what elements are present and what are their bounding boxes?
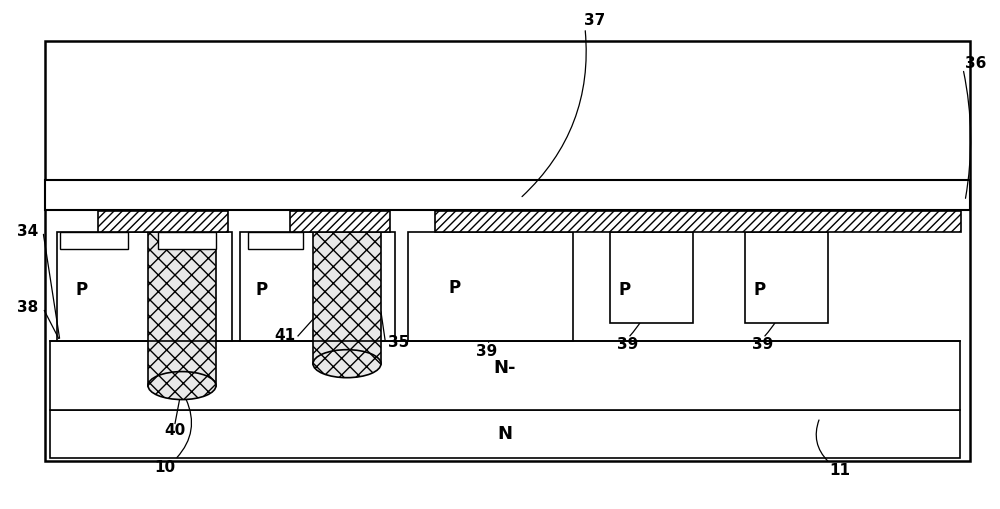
- Bar: [158, 232, 216, 249]
- Ellipse shape: [148, 372, 216, 400]
- Bar: [240, 232, 395, 341]
- Bar: [290, 211, 390, 232]
- Text: 39: 39: [617, 337, 639, 352]
- Text: 39: 39: [476, 344, 498, 359]
- Bar: [610, 232, 693, 323]
- Text: P: P: [754, 281, 766, 299]
- Bar: [435, 211, 961, 232]
- Bar: [60, 232, 128, 249]
- FancyArrowPatch shape: [964, 71, 971, 199]
- Bar: [50, 410, 960, 458]
- Bar: [57, 232, 232, 341]
- Text: 36: 36: [965, 56, 986, 71]
- Text: 34: 34: [17, 224, 38, 239]
- FancyArrowPatch shape: [489, 311, 499, 342]
- Text: P: P: [256, 281, 268, 299]
- Bar: [248, 232, 303, 249]
- Text: 40: 40: [164, 422, 186, 438]
- FancyArrowPatch shape: [630, 303, 650, 336]
- Text: 35: 35: [388, 334, 409, 350]
- Bar: [148, 232, 216, 386]
- FancyArrowPatch shape: [522, 31, 586, 196]
- Text: N+: N+: [86, 235, 102, 245]
- Ellipse shape: [313, 350, 381, 378]
- Text: 10: 10: [154, 460, 176, 475]
- Text: N-: N-: [494, 359, 516, 377]
- Text: 41: 41: [274, 328, 295, 344]
- Bar: [745, 232, 828, 323]
- Text: 37: 37: [584, 13, 606, 28]
- Text: P: P: [76, 281, 88, 299]
- FancyArrowPatch shape: [765, 303, 785, 336]
- Text: N: N: [498, 425, 512, 443]
- FancyArrowPatch shape: [816, 420, 828, 461]
- FancyArrowPatch shape: [177, 400, 192, 458]
- Text: N+: N+: [267, 235, 283, 245]
- Text: P: P: [619, 281, 631, 299]
- Text: P: P: [449, 278, 461, 297]
- Text: 39: 39: [752, 337, 774, 352]
- Bar: [408, 232, 573, 341]
- Bar: [313, 232, 381, 363]
- Bar: [50, 341, 960, 410]
- Text: N+: N+: [179, 235, 195, 245]
- Text: 11: 11: [830, 463, 850, 478]
- Bar: [45, 180, 970, 210]
- Bar: [98, 211, 228, 232]
- Bar: [45, 41, 970, 461]
- Text: 38: 38: [17, 300, 38, 316]
